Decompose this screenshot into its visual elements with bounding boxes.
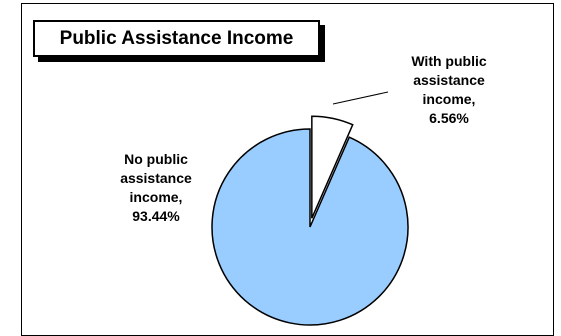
slice-label-with-public-assistance: With public assistance income, 6.56% [385,52,513,128]
label-line: 6.56% [429,110,469,126]
label-line: With public [411,53,487,69]
label-line: income, [129,189,183,205]
pie-slice-1 [211,128,409,326]
slice-label-no-public-assistance: No public assistance income, 93.44% [96,150,216,226]
label-line: assistance [120,170,192,186]
leader-line [332,91,389,105]
label-line: assistance [413,72,485,88]
chart-title-box: Public Assistance Income [33,20,320,57]
label-line: No public [124,151,188,167]
label-line: 93.44% [132,208,180,224]
label-line: income, [422,91,476,107]
pie-slice-0 [311,115,354,219]
chart-title: Public Assistance Income [59,27,294,49]
